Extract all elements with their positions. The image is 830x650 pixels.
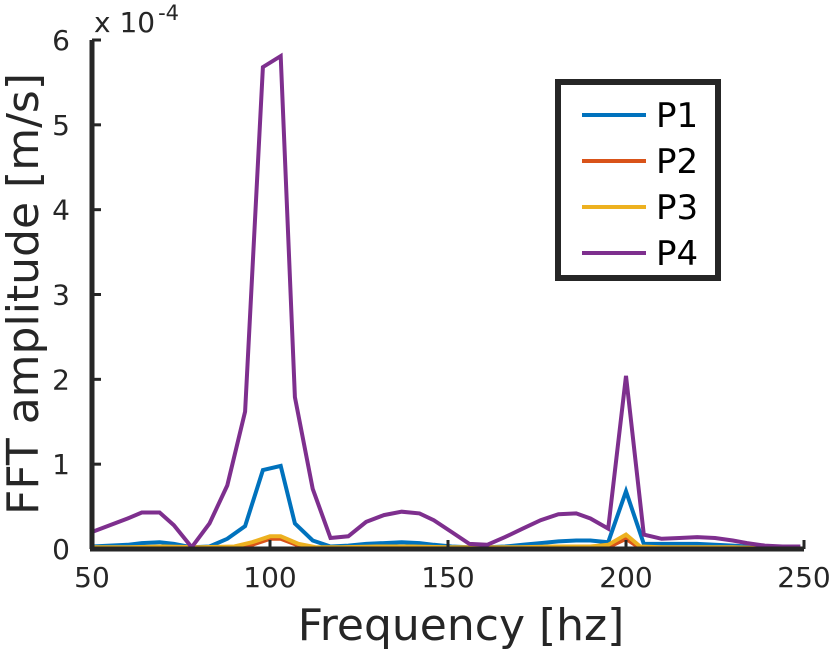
x-tick-label: 250 bbox=[777, 561, 830, 594]
y-tick-label: 0 bbox=[52, 533, 70, 566]
x-axis-label: Frequency [hz] bbox=[298, 600, 625, 650]
y-multiplier: x 10 -4 bbox=[94, 1, 179, 39]
y-tick-label: 6 bbox=[52, 24, 70, 57]
legend-label-p4: P4 bbox=[656, 234, 698, 274]
y-axis-label: FFT amplitude [m/s] bbox=[0, 73, 49, 515]
x-tick-label: 150 bbox=[421, 561, 474, 594]
y-tick-label: 3 bbox=[52, 279, 70, 312]
x-tick-label: 200 bbox=[599, 561, 652, 594]
axes bbox=[89, 38, 806, 552]
x-tick-label: 50 bbox=[74, 561, 110, 594]
y-multiplier-exponent: -4 bbox=[158, 1, 179, 25]
y-multiplier-base: x 10 bbox=[94, 6, 155, 39]
y-tick-label: 4 bbox=[52, 194, 70, 227]
legend-label-p2: P2 bbox=[656, 142, 698, 182]
tick-labels: 50 100 150 200 250 0 1 2 3 4 5 6 bbox=[52, 24, 830, 594]
x-tick-label: 100 bbox=[243, 561, 296, 594]
y-tick-label: 2 bbox=[52, 363, 70, 396]
legend-label-p3: P3 bbox=[656, 188, 698, 228]
y-tick-label: 5 bbox=[52, 109, 70, 142]
y-tick-label: 1 bbox=[52, 448, 70, 481]
legend: P1 P2 P3 P4 bbox=[555, 79, 721, 281]
series-line-p4 bbox=[91, 52, 801, 551]
legend-label-p1: P1 bbox=[656, 96, 698, 136]
